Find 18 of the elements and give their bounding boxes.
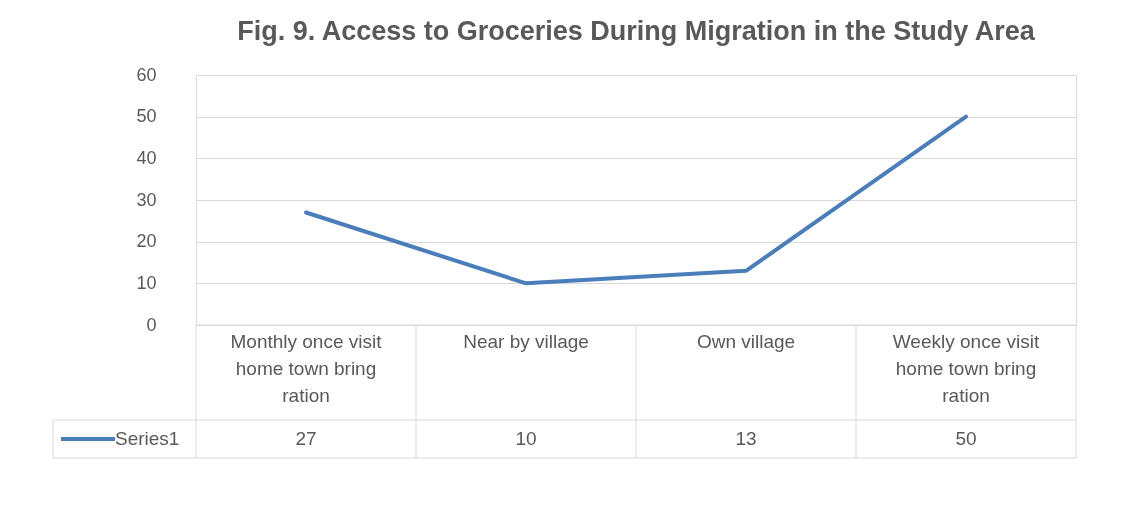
y-tick-label: 30: [136, 189, 157, 210]
data-label: 50: [955, 428, 977, 449]
chart-title: Fig. 9. Access to Groceries During Migration in the Study Area: [237, 16, 1036, 46]
data-label: 13: [735, 428, 757, 449]
y-tick-label: 10: [136, 272, 157, 293]
x-tick-label: Own village: [696, 331, 796, 352]
line-series: [304, 114, 968, 286]
x-tick-label: Monthly once visit home town bring ration: [230, 331, 383, 406]
y-tick-label: 0: [146, 314, 157, 335]
y-tick-label: 20: [136, 231, 157, 252]
y-tick-label: 50: [136, 106, 157, 127]
x-tick-label: Near by village: [463, 331, 589, 352]
data-label: 10: [515, 428, 537, 449]
y-tick-label: 40: [136, 147, 157, 168]
data-label: 27: [295, 428, 317, 449]
y-tick-label: 60: [136, 64, 157, 85]
legend-label: Series1: [115, 428, 180, 449]
x-tick-label: Weekly once visit home town bring ration: [892, 331, 1040, 406]
